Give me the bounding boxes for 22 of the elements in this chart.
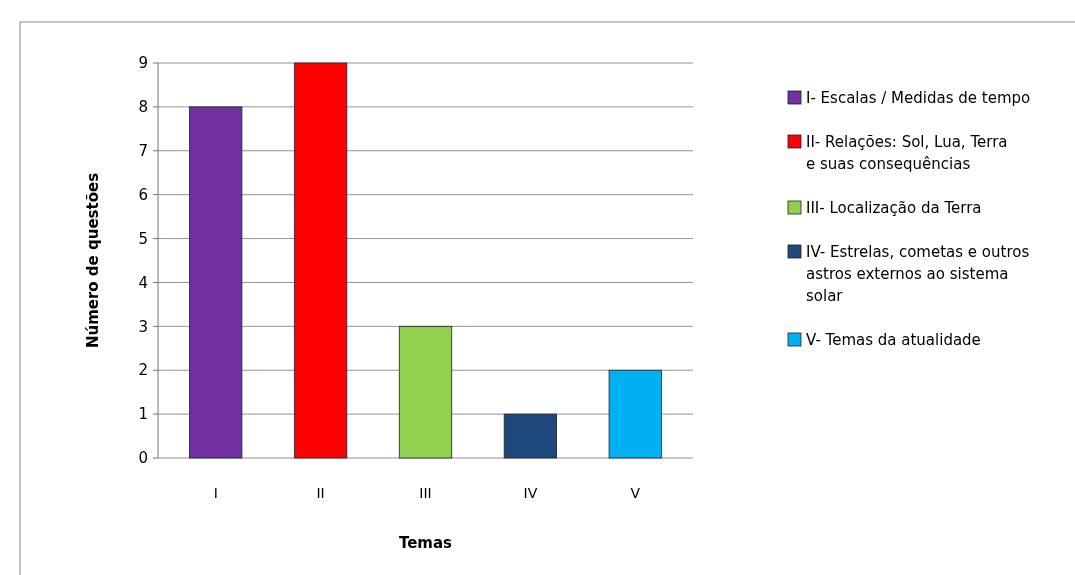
y-tick-label: 9 bbox=[138, 54, 148, 73]
legend-label: I- Escalas / Medidas de tempo bbox=[806, 89, 1031, 107]
y-tick-label: 7 bbox=[138, 142, 148, 161]
y-tick-label: 8 bbox=[138, 98, 148, 117]
x-axis-title: Temas bbox=[398, 534, 453, 552]
y-tick-label: 0 bbox=[138, 449, 148, 468]
x-tick-label: I bbox=[213, 485, 218, 501]
legend-label: II- Relações: Sol, Lua, Terra e suas consequências bbox=[806, 133, 1008, 173]
x-tick-label: II bbox=[316, 485, 325, 501]
y-tick-label: 3 bbox=[138, 317, 148, 336]
y-tick-label: 4 bbox=[138, 273, 148, 292]
y-tick-label: 6 bbox=[138, 185, 148, 204]
x-tick-label: IV bbox=[523, 485, 538, 501]
legend-label: V- Temas da atualidade bbox=[806, 331, 981, 349]
y-tick-label: 5 bbox=[138, 229, 148, 248]
y-axis-title: Número de questões bbox=[84, 172, 102, 349]
x-tick-label: V bbox=[630, 485, 641, 501]
y-tick-label: 1 bbox=[138, 405, 148, 424]
y-tick-label: 2 bbox=[138, 361, 148, 380]
x-tick-label: III bbox=[419, 485, 432, 501]
legend-label: IV- Estrelas, cometas e outros astros externos ao sistema solar bbox=[806, 243, 1030, 305]
legend-label: III- Localização da Terra bbox=[806, 199, 982, 217]
